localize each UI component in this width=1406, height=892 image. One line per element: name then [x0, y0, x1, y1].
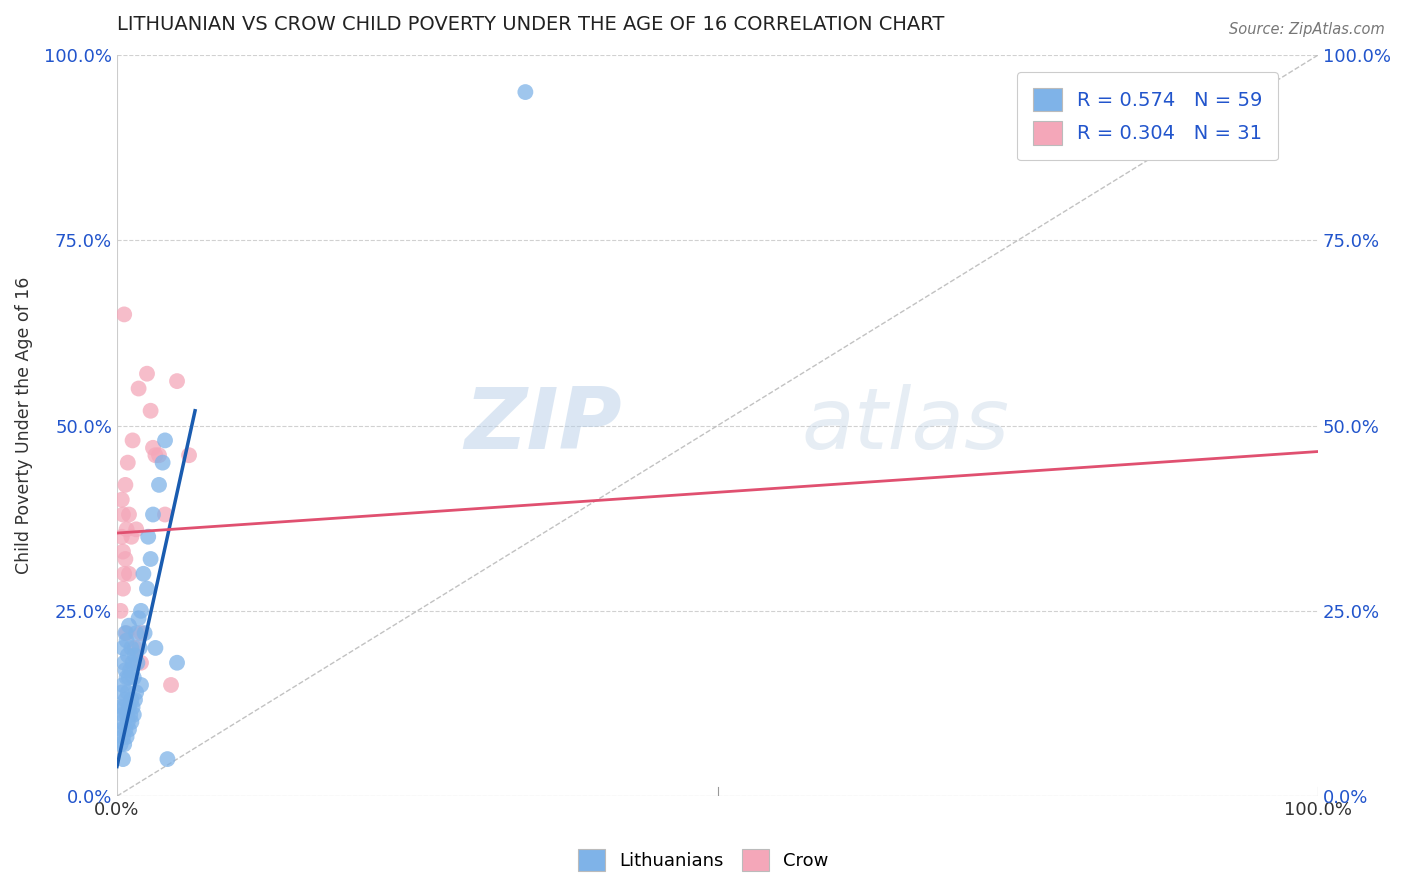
Point	[177, 448, 200, 462]
Point	[115, 707, 138, 722]
Point	[111, 752, 134, 766]
Point	[128, 382, 150, 396]
Point	[114, 693, 136, 707]
Point	[125, 522, 148, 536]
Point	[114, 723, 136, 737]
Point	[118, 508, 141, 522]
Point	[120, 663, 142, 677]
Point	[112, 566, 135, 581]
Point	[120, 714, 142, 729]
Point	[152, 456, 174, 470]
Point	[115, 633, 138, 648]
Point	[124, 640, 146, 655]
Point	[124, 648, 146, 663]
Point	[139, 403, 162, 417]
Point	[120, 530, 142, 544]
Point	[166, 374, 188, 388]
Point	[160, 678, 183, 692]
Point	[121, 700, 143, 714]
Point	[115, 730, 138, 744]
Point	[121, 434, 143, 448]
Point	[120, 707, 142, 722]
Point	[111, 730, 134, 744]
Point	[111, 707, 134, 722]
Point	[110, 700, 132, 714]
Point	[153, 434, 176, 448]
Point	[153, 508, 176, 522]
Point	[114, 552, 136, 566]
Point	[117, 714, 139, 729]
Point	[112, 737, 135, 751]
Point	[132, 566, 155, 581]
Point	[110, 737, 132, 751]
Point	[120, 640, 142, 655]
Text: atlas: atlas	[801, 384, 1010, 467]
Point	[145, 448, 167, 462]
Point	[111, 723, 134, 737]
Point	[111, 508, 134, 522]
Point	[110, 604, 132, 618]
Point	[128, 611, 150, 625]
Point	[114, 626, 136, 640]
Point	[148, 448, 170, 462]
Point	[112, 700, 135, 714]
Point	[112, 307, 135, 321]
Point	[115, 522, 138, 536]
Y-axis label: Child Poverty Under the Age of 16: Child Poverty Under the Age of 16	[15, 277, 32, 574]
Point	[118, 618, 141, 632]
Point	[129, 626, 152, 640]
Point	[111, 492, 134, 507]
Text: LITHUANIAN VS CROW CHILD POVERTY UNDER THE AGE OF 16 CORRELATION CHART: LITHUANIAN VS CROW CHILD POVERTY UNDER T…	[117, 15, 945, 34]
Point	[136, 582, 159, 596]
Point	[515, 85, 537, 99]
Point	[145, 640, 167, 655]
Legend: Lithuanians, Crow: Lithuanians, Crow	[571, 842, 835, 879]
Text: ZIP: ZIP	[464, 384, 621, 467]
Point	[136, 530, 159, 544]
Point	[139, 552, 162, 566]
Legend: R = 0.574   N = 59, R = 0.304   N = 31: R = 0.574 N = 59, R = 0.304 N = 31	[1017, 72, 1278, 161]
Point	[134, 626, 156, 640]
Point	[117, 685, 139, 699]
Point	[148, 478, 170, 492]
Point	[117, 456, 139, 470]
Point	[117, 648, 139, 663]
Point	[111, 582, 134, 596]
Point	[111, 678, 134, 692]
Point	[122, 707, 145, 722]
Point	[121, 656, 143, 670]
Point	[142, 441, 165, 455]
Point	[166, 656, 188, 670]
Point	[129, 604, 152, 618]
Point	[124, 693, 146, 707]
Point	[114, 478, 136, 492]
Point	[112, 656, 135, 670]
Point	[129, 656, 152, 670]
Point	[111, 714, 134, 729]
Point	[118, 671, 141, 685]
Point	[142, 508, 165, 522]
Point	[111, 530, 134, 544]
Point	[136, 367, 159, 381]
Point	[114, 663, 136, 677]
Point	[118, 723, 141, 737]
Point	[115, 671, 138, 685]
Point	[111, 640, 134, 655]
Point	[128, 640, 150, 655]
Point	[120, 693, 142, 707]
Point	[125, 626, 148, 640]
Text: Source: ZipAtlas.com: Source: ZipAtlas.com	[1229, 22, 1385, 37]
Point	[156, 752, 179, 766]
Point	[122, 671, 145, 685]
Point	[118, 566, 141, 581]
Point	[127, 656, 149, 670]
Point	[118, 700, 141, 714]
Point	[111, 685, 134, 699]
Point	[115, 626, 138, 640]
Point	[129, 678, 152, 692]
Point	[111, 544, 134, 558]
Point	[125, 685, 148, 699]
